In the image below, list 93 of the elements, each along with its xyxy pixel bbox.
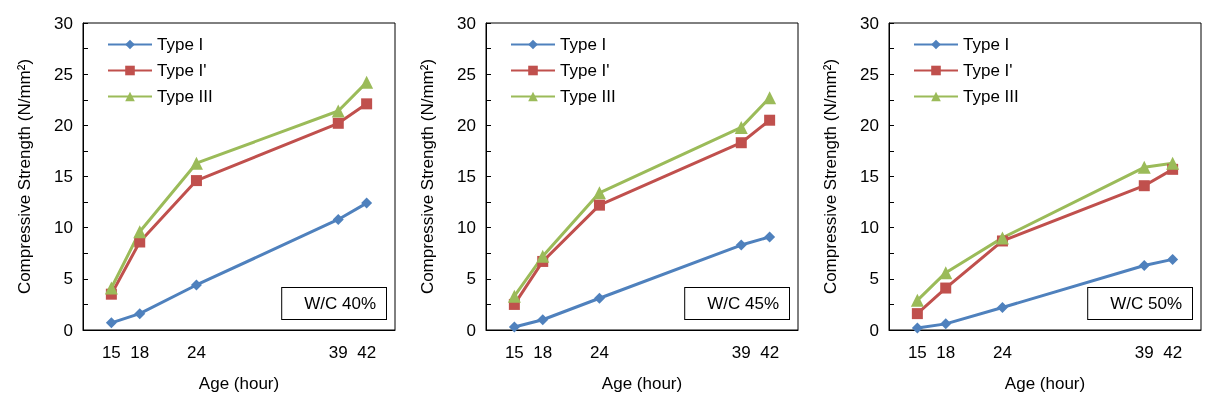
y-tick-label: 30 (860, 13, 879, 33)
y-tick-label: 10 (457, 218, 476, 238)
point (592, 186, 606, 200)
point (911, 322, 923, 334)
point (911, 308, 923, 320)
point (104, 281, 118, 295)
point (134, 308, 146, 320)
legend-label: Type I' (963, 61, 1013, 80)
x-tick-label: 42 (1163, 343, 1183, 362)
point (332, 213, 344, 225)
point (361, 197, 373, 209)
point (764, 231, 776, 243)
point (734, 120, 748, 134)
point (1138, 260, 1150, 272)
point (995, 231, 1009, 245)
point (1167, 253, 1179, 265)
y-tick-label: 20 (860, 115, 879, 135)
annotation: W/C 50% (1110, 294, 1182, 313)
x-tick-label: 39 (328, 343, 348, 362)
legend-label: Type III (963, 87, 1019, 106)
point (360, 75, 374, 89)
x-tick-label: 42 (357, 343, 377, 362)
point (133, 225, 147, 239)
x-tick-label: 39 (1134, 343, 1154, 362)
point (331, 104, 345, 118)
y-tick-label: 15 (457, 167, 476, 186)
x-tick-label: 18 (130, 343, 150, 362)
point (593, 292, 605, 304)
point (507, 289, 521, 303)
y-axis-title: Compressive Strength (N/mm²) (821, 58, 840, 295)
x-tick-label: 24 (589, 343, 609, 362)
x-tick-label: 15 (101, 343, 121, 362)
point (536, 249, 550, 263)
point (332, 117, 344, 129)
x-axis-title: Age (hour) (601, 374, 683, 393)
point (735, 137, 747, 149)
point (1138, 180, 1150, 192)
legend-label: Type I (560, 35, 607, 54)
y-tick-label: 5 (63, 269, 73, 289)
y-tick-label: 15 (860, 167, 879, 186)
point (190, 175, 202, 187)
y-axis-title: Compressive Strength (N/mm²) (15, 58, 34, 295)
annotation: W/C 40% (304, 294, 376, 313)
point (1137, 160, 1151, 174)
point (940, 318, 952, 330)
y-tick-label: 30 (457, 13, 476, 33)
x-axis-title: Age (hour) (198, 374, 280, 393)
x-tick-label: 42 (760, 343, 780, 362)
legend-label: Type III (157, 87, 213, 106)
y-tick-label: 0 (869, 320, 879, 340)
legend-label: Type III (560, 87, 616, 106)
y-tick-label: 5 (869, 269, 879, 289)
legend-label: Type I' (560, 61, 610, 80)
annotation: W/C 45% (707, 294, 779, 313)
y-tick-label: 10 (54, 218, 73, 238)
y-tick-label: 15 (54, 167, 73, 186)
x-tick-label: 15 (907, 343, 927, 362)
point (105, 317, 117, 329)
y-tick-label: 25 (860, 64, 879, 84)
y-tick-label: 20 (457, 115, 476, 135)
point (996, 301, 1008, 313)
point (764, 114, 776, 126)
point (361, 98, 373, 110)
y-tick-label: 10 (860, 218, 879, 238)
y-tick-label: 5 (466, 269, 476, 289)
x-tick-label: 15 (504, 343, 524, 362)
point (190, 279, 202, 291)
point (910, 293, 924, 307)
x-axis-title: Age (hour) (1004, 374, 1086, 393)
y-axis-title: Compressive Strength (N/mm²) (418, 58, 437, 295)
y-tick-label: 0 (466, 320, 476, 340)
y-tick-label: 25 (457, 64, 476, 84)
legend-label: Type I' (157, 61, 207, 80)
x-tick-label: 39 (731, 343, 751, 362)
y-tick-label: 25 (54, 64, 73, 84)
point (939, 266, 953, 280)
x-tick-label: 24 (186, 343, 206, 362)
point (537, 314, 549, 326)
point (593, 199, 605, 211)
x-tick-label: 24 (992, 343, 1012, 362)
y-tick-label: 20 (54, 115, 73, 135)
y-tick-label: 0 (63, 320, 73, 340)
legend-label: Type I (157, 35, 204, 54)
x-tick-label: 18 (533, 343, 553, 362)
legend-label: Type I (963, 35, 1010, 54)
y-tick-label: 30 (54, 13, 73, 33)
point (763, 91, 777, 105)
point (940, 282, 952, 294)
x-tick-label: 18 (936, 343, 956, 362)
point (508, 321, 520, 333)
point (735, 239, 747, 251)
point (189, 156, 203, 170)
point (1166, 156, 1180, 170)
